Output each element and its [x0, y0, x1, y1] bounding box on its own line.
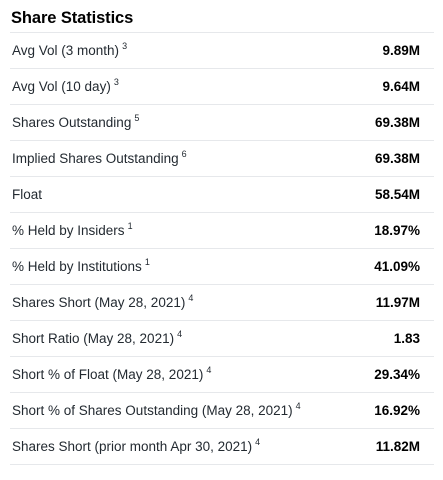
footnote-marker: 4	[255, 437, 261, 447]
row-value: 11.82M	[375, 439, 420, 454]
footnote-marker: 6	[181, 149, 187, 159]
table-row-short-percent-of-float: Short % of Float (May 28, 2021) 4 29.34%	[10, 357, 434, 393]
row-label-text: Float	[12, 187, 43, 202]
row-label-text: Short % of Float (May 28, 2021)	[12, 367, 204, 382]
row-value: 29.34%	[374, 367, 420, 382]
row-label: Shares Short (May 28, 2021) 4	[10, 293, 194, 311]
table-row-float: Float 58.54M	[10, 177, 434, 213]
footnote-marker: 4	[206, 365, 212, 375]
statistics-table: Avg Vol (3 month) 3 9.89M Avg Vol (10 day…	[10, 32, 434, 465]
footnote-marker: 1	[144, 257, 150, 267]
row-label: Short % of Float (May 28, 2021) 4	[10, 365, 212, 383]
footnote-marker: 4	[188, 293, 194, 303]
row-label: Implied Shares Outstanding 6	[10, 149, 187, 167]
row-label: Float	[10, 187, 42, 202]
row-label: Shares Short (prior month Apr 30, 2021) 4	[10, 437, 261, 455]
footnote-marker: 5	[134, 113, 140, 123]
row-label-text: Shares Outstanding	[12, 115, 132, 130]
row-label-text: Avg Vol (3 month)	[12, 43, 120, 58]
table-row-held-by-institutions: % Held by Institutions 1 41.09%	[10, 249, 434, 285]
row-label-text: % Held by Insiders	[12, 223, 125, 238]
row-value: 18.97%	[374, 223, 420, 238]
row-value: 58.54M	[374, 187, 420, 202]
section-title: Share Statistics	[11, 9, 134, 27]
row-value: 9.89M	[382, 43, 420, 58]
footnote-marker: 4	[295, 401, 301, 411]
row-value: 16.92%	[374, 403, 420, 418]
footnote-marker: 3	[113, 77, 119, 87]
footnote-marker: 3	[122, 41, 128, 51]
row-label: Short % of Shares Outstanding (May 28, 2…	[10, 401, 301, 419]
table-row-shares-short-prior-month: Shares Short (prior month Apr 30, 2021) 4…	[10, 429, 434, 465]
row-value: 1.83	[393, 331, 420, 346]
row-label-text: Avg Vol (10 day)	[12, 79, 111, 94]
row-value: 69.38M	[374, 115, 420, 130]
row-label-text: Short % of Shares Outstanding (May 28, 2…	[12, 403, 293, 418]
row-label: Short Ratio (May 28, 2021) 4	[10, 329, 183, 347]
table-row-shares-outstanding: Shares Outstanding 5 69.38M	[10, 105, 434, 141]
row-label-text: Shares Short (prior month Apr 30, 2021)	[12, 439, 253, 454]
row-label-text: Shares Short (May 28, 2021)	[12, 295, 186, 310]
row-label: % Held by Insiders 1	[10, 221, 133, 239]
table-row-avg-vol-10-day: Avg Vol (10 day) 3 9.64M	[10, 69, 434, 105]
row-label-text: Short Ratio (May 28, 2021)	[12, 331, 175, 346]
row-value: 69.38M	[374, 151, 420, 166]
row-label: Avg Vol (3 month) 3	[10, 41, 128, 59]
share-statistics-panel: Share Statistics Avg Vol (3 month) 3 9.89…	[10, 4, 434, 465]
table-row-avg-vol-3-month: Avg Vol (3 month) 3 9.89M	[10, 33, 434, 69]
row-value: 9.64M	[382, 79, 420, 94]
row-label: Shares Outstanding 5	[10, 113, 140, 131]
row-label: Avg Vol (10 day) 3	[10, 77, 119, 95]
row-label: % Held by Institutions 1	[10, 257, 150, 275]
row-label-text: Implied Shares Outstanding	[12, 151, 179, 166]
table-row-short-ratio: Short Ratio (May 28, 2021) 4 1.83	[10, 321, 434, 357]
row-value: 41.09%	[374, 259, 420, 274]
table-row-implied-shares-outstanding: Implied Shares Outstanding 6 69.38M	[10, 141, 434, 177]
table-row-shares-short: Shares Short (May 28, 2021) 4 11.97M	[10, 285, 434, 321]
table-row-held-by-insiders: % Held by Insiders 1 18.97%	[10, 213, 434, 249]
footnote-marker: 1	[127, 221, 133, 231]
row-value: 11.97M	[375, 295, 420, 310]
table-row-short-percent-of-shares-outstanding: Short % of Shares Outstanding (May 28, 2…	[10, 393, 434, 429]
row-label-text: % Held by Institutions	[12, 259, 142, 274]
footnote-marker: 4	[177, 329, 183, 339]
